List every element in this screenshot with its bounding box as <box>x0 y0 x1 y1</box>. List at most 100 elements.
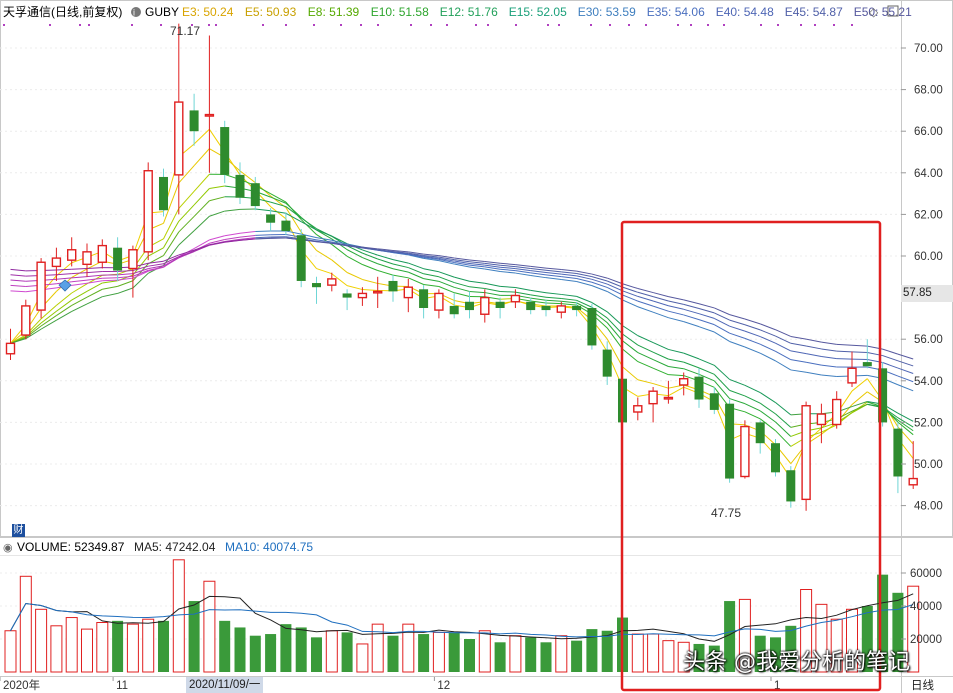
volume-bar <box>142 618 155 673</box>
volume-tick-label: 60000 <box>910 568 942 580</box>
candle[interactable] <box>266 208 276 232</box>
candle[interactable] <box>189 93 199 146</box>
candle[interactable] <box>862 339 872 369</box>
candle[interactable] <box>174 23 184 215</box>
candle[interactable] <box>480 289 490 323</box>
ma-legend-item: E35: 54.06 <box>647 5 705 19</box>
candle[interactable] <box>204 35 215 173</box>
candle[interactable] <box>342 289 352 311</box>
candle[interactable] <box>235 162 245 204</box>
price-gridlines <box>0 47 901 640</box>
candle[interactable] <box>250 176 260 211</box>
volume-bar <box>647 633 660 673</box>
candle[interactable] <box>220 120 230 184</box>
candle[interactable] <box>832 391 842 429</box>
candle[interactable] <box>36 258 46 319</box>
volume-bar <box>571 640 583 672</box>
candle[interactable] <box>878 362 888 427</box>
date-axis: 2020年 11 12 1 <box>0 677 780 692</box>
candle[interactable] <box>771 439 780 477</box>
candle[interactable] <box>357 287 368 306</box>
candle[interactable] <box>66 237 77 267</box>
candle[interactable] <box>495 297 505 319</box>
date-tick-label: 12 <box>437 680 450 692</box>
candlestick-series <box>5 23 918 511</box>
volume-bar <box>371 623 384 673</box>
candle[interactable] <box>816 403 827 444</box>
candle[interactable] <box>740 420 750 479</box>
price-tick-label: 66.00 <box>914 126 943 138</box>
price-tick-label: 62.00 <box>914 209 943 221</box>
candle[interactable] <box>587 303 597 350</box>
candle[interactable] <box>755 420 765 454</box>
price-tick-label: 68.00 <box>914 85 943 97</box>
candle[interactable] <box>465 291 474 319</box>
candle[interactable] <box>403 278 413 313</box>
candle[interactable] <box>97 239 108 269</box>
close-box-icon[interactable] <box>887 5 899 17</box>
volume-bar <box>402 623 415 673</box>
settings-diamond-icon[interactable]: ◇ <box>869 5 879 19</box>
candle[interactable] <box>5 328 16 360</box>
volume-bar <box>356 643 369 673</box>
collapse-icon[interactable]: ◉ <box>3 542 13 554</box>
period-label[interactable]: 日线 <box>911 680 934 692</box>
candle[interactable] <box>801 401 811 511</box>
candle[interactable] <box>633 397 643 421</box>
volume-bar <box>203 580 216 673</box>
volume-value: VOLUME: 52349.87 <box>17 540 125 554</box>
candle[interactable] <box>602 341 612 385</box>
candle[interactable] <box>82 243 92 277</box>
candle[interactable] <box>694 368 704 408</box>
candle[interactable] <box>281 212 291 236</box>
candle[interactable] <box>128 245 138 298</box>
candle[interactable] <box>663 380 674 404</box>
candle[interactable] <box>510 289 521 308</box>
volume-bar <box>478 630 491 673</box>
candle[interactable] <box>143 162 153 261</box>
volume-bar <box>907 585 920 673</box>
candle[interactable] <box>541 299 551 317</box>
candle[interactable] <box>449 293 459 319</box>
candle[interactable] <box>434 289 444 319</box>
candle[interactable] <box>556 301 566 319</box>
signal-dots <box>3 24 853 26</box>
selected-date-badge: 2020/11/09/一 <box>186 677 264 693</box>
volume-bar <box>540 642 552 672</box>
volume-bar <box>586 629 598 672</box>
candle[interactable] <box>388 274 398 302</box>
candle[interactable] <box>327 272 337 292</box>
candle[interactable] <box>709 387 719 415</box>
ma-legend-item: E10: 51.58 <box>371 5 429 19</box>
candle[interactable] <box>908 441 918 489</box>
volume-bar <box>601 630 613 672</box>
volume-bar <box>295 627 307 672</box>
candle[interactable] <box>51 247 62 281</box>
volume-axis: 60000 40000 20000 <box>901 568 942 646</box>
candle[interactable] <box>373 276 383 308</box>
price-tick-label: 60.00 <box>914 251 943 263</box>
candle[interactable] <box>526 297 536 315</box>
candle[interactable] <box>893 422 903 494</box>
indicator-name[interactable]: GUBY <box>145 5 179 19</box>
candle[interactable] <box>113 237 123 281</box>
candle[interactable] <box>312 276 321 304</box>
candle[interactable] <box>572 301 582 317</box>
date-tick-label: 11 <box>116 680 128 692</box>
volume-bar <box>754 635 766 672</box>
finance-badge[interactable]: 财 <box>12 524 25 537</box>
volume-bar <box>4 630 17 673</box>
candle[interactable] <box>725 399 735 483</box>
candle[interactable] <box>159 168 168 217</box>
candle[interactable] <box>648 387 658 423</box>
candle[interactable] <box>786 466 796 508</box>
candle[interactable] <box>296 228 306 288</box>
volume-bar <box>50 625 63 673</box>
volume-bar <box>830 618 843 673</box>
candle[interactable] <box>21 299 31 340</box>
candle[interactable] <box>847 351 857 388</box>
info-icon[interactable] <box>131 7 141 17</box>
candle[interactable] <box>679 372 689 396</box>
candle[interactable] <box>419 285 429 319</box>
